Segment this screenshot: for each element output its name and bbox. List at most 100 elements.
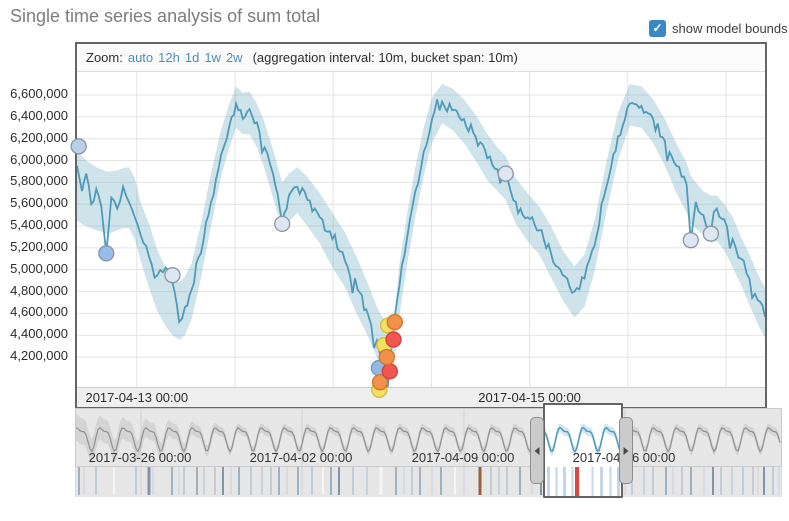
anomaly-marker[interactable] [497,165,514,182]
x-axis-tick-label: 2017-04-13 00:00 [85,390,189,405]
swimlane-bar[interactable] [366,467,368,495]
swimlane-bar[interactable] [278,467,280,495]
swimlane-bar[interactable] [203,467,205,495]
swimlane-bar[interactable] [681,467,683,495]
swimlane-bar[interactable] [214,467,216,495]
swimlane-bar[interactable] [419,467,421,495]
swimlane-bar[interactable] [742,467,744,495]
swimlane-bar[interactable] [270,467,272,495]
anomaly-marker-critical[interactable] [385,331,402,348]
model-bounds-checkbox[interactable]: ✓ [649,20,666,38]
model-bounds-toggle[interactable]: ✓ show model bounds [649,20,788,38]
context-chart[interactable] [75,408,782,467]
swimlane-bar[interactable] [731,467,733,495]
swimlane-bar[interactable] [506,467,508,495]
anomaly-marker-major[interactable] [371,374,389,391]
swimlane-bar[interactable] [763,467,765,495]
anomaly-marker[interactable] [702,225,720,242]
swimlane-bar[interactable] [171,467,173,495]
swimlane-bar[interactable] [83,467,85,495]
swimlane-bar[interactable] [95,467,97,495]
swimlane-bar[interactable] [196,467,198,495]
zoom-link-1d[interactable]: 1d [184,50,200,65]
swimlane-bar[interactable] [643,467,645,495]
anomaly-marker[interactable] [682,232,699,249]
swimlane-bar[interactable] [519,467,521,495]
swimlane-bar[interactable] [330,467,332,495]
brush-window-series-svg [545,423,621,456]
swimlane-bar[interactable] [490,467,492,495]
swimlane-bar[interactable] [463,467,465,495]
context-chart-svg[interactable] [75,409,781,466]
swimlane-bar[interactable] [440,467,442,495]
swimlane-bar[interactable] [297,467,299,495]
brush-handle-right[interactable] [619,417,633,484]
anomaly-marker[interactable] [98,245,115,262]
main-plot[interactable] [70,72,765,398]
swimlane-bar[interactable] [563,467,566,496]
swimlane-bar[interactable] [591,467,594,496]
swimlane-bar[interactable] [454,467,456,495]
swimlane-bar[interactable] [478,467,482,495]
swimlane-bar[interactable] [395,467,397,495]
swimlane-bar[interactable] [575,467,579,496]
swimlane-bar[interactable] [338,467,340,495]
anomaly-swimlane[interactable] [75,467,782,497]
x-axis-tick-label: 2017-04-15 00:00 [478,390,581,405]
swimlane-bar[interactable] [720,467,722,495]
swimlane-bar[interactable] [547,467,550,496]
anomaly-marker-critical[interactable] [381,363,398,380]
swimlane-bar[interactable] [571,467,574,496]
anomaly-marker[interactable] [164,267,181,284]
swimlane-bar[interactable] [78,467,80,495]
swimlane-bar[interactable] [752,467,754,495]
swimlane-bar[interactable] [665,467,667,495]
swimlane-bar[interactable] [147,467,151,495]
swimlane-bar[interactable] [652,467,654,495]
swimlane-bar[interactable] [757,467,759,495]
brush-handle-left[interactable] [530,417,544,484]
swimlane-bar[interactable] [152,467,154,495]
anomaly-marker[interactable] [70,138,87,155]
series-line [77,99,765,387]
anomaly-marker-major[interactable] [378,348,395,366]
swimlane-bar[interactable] [250,467,252,495]
swimlane-bar[interactable] [238,467,240,495]
swimlane-bar[interactable] [672,467,674,495]
zoom-link-2w[interactable]: 2w [225,50,243,65]
zoom-link-1w[interactable]: 1w [204,50,221,65]
swimlane-bar[interactable] [113,467,115,495]
swimlane-bar[interactable] [379,467,383,495]
swimlane-bar[interactable] [555,467,558,496]
swimlane-bar[interactable] [778,467,780,495]
swimlane-bar[interactable] [712,467,714,495]
anomaly-marker[interactable] [274,215,291,233]
swimlane-bar[interactable] [772,467,774,495]
swimlane-bar[interactable] [311,467,313,495]
swimlane-bar[interactable] [609,467,612,496]
swimlane-bar[interactable] [617,467,620,496]
zoom-link-12h[interactable]: 12h [158,50,180,65]
brush-window-swimlane-svg [547,467,620,496]
swimlane-bar[interactable] [690,467,692,495]
swimlane-bar[interactable] [411,467,413,495]
swimlane-bar[interactable] [230,467,232,495]
swimlane-bar[interactable] [431,467,433,495]
swimlane-bar[interactable] [403,467,405,495]
swimlane-bar[interactable] [135,467,137,495]
swimlane-bar[interactable] [600,467,603,496]
swimlane-bar[interactable] [498,467,500,495]
swimlane-bar[interactable] [352,467,354,495]
swimlane-bar[interactable] [703,467,705,495]
swimlane-bar[interactable] [286,467,288,495]
swimlane-bar[interactable] [322,467,324,495]
zoom-link-auto[interactable]: auto [127,50,154,65]
anomaly-swimlane-svg[interactable] [76,467,781,495]
swimlane-bar[interactable] [261,467,263,495]
swimlane-bar[interactable] [183,467,185,495]
anomaly-marker-major[interactable] [386,313,403,331]
swimlane-bar[interactable] [222,467,224,495]
main-plot-svg[interactable] [70,72,765,398]
swimlane-bar[interactable] [178,467,180,495]
